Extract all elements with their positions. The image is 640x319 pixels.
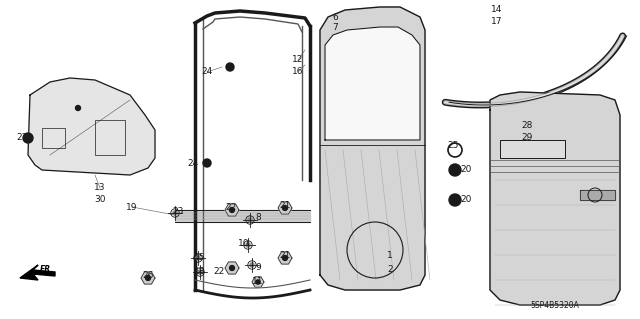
- Text: 28: 28: [522, 121, 532, 130]
- Text: 30: 30: [94, 196, 106, 204]
- Circle shape: [76, 106, 81, 110]
- Polygon shape: [490, 92, 620, 305]
- Circle shape: [282, 256, 287, 260]
- Text: 7: 7: [332, 24, 338, 33]
- Text: 20: 20: [460, 166, 472, 174]
- Circle shape: [256, 280, 260, 284]
- Circle shape: [250, 263, 254, 267]
- Circle shape: [230, 208, 234, 212]
- Polygon shape: [175, 210, 310, 222]
- Circle shape: [248, 218, 252, 222]
- Text: 1: 1: [387, 250, 393, 259]
- Text: 16: 16: [292, 68, 304, 77]
- Text: 6: 6: [332, 13, 338, 23]
- Circle shape: [449, 164, 461, 176]
- Text: 29: 29: [522, 132, 532, 142]
- Polygon shape: [141, 272, 155, 284]
- Text: 11: 11: [252, 278, 264, 286]
- Text: 20: 20: [460, 196, 472, 204]
- Polygon shape: [20, 265, 55, 280]
- Text: 10: 10: [238, 239, 250, 248]
- Polygon shape: [252, 277, 264, 287]
- Text: 14: 14: [492, 5, 502, 14]
- Text: 22: 22: [213, 268, 225, 277]
- Circle shape: [226, 63, 234, 71]
- Text: 24: 24: [188, 159, 198, 167]
- Text: 26: 26: [142, 271, 154, 280]
- Circle shape: [282, 205, 287, 211]
- Text: 24: 24: [202, 68, 212, 77]
- Text: 5SP4B5320A: 5SP4B5320A: [531, 300, 579, 309]
- Text: 19: 19: [126, 203, 138, 211]
- Text: 17: 17: [492, 18, 503, 26]
- Text: 22: 22: [225, 203, 237, 211]
- Circle shape: [173, 211, 177, 215]
- Circle shape: [203, 159, 211, 167]
- Polygon shape: [225, 262, 239, 274]
- Text: 13: 13: [94, 183, 106, 192]
- Polygon shape: [580, 190, 615, 200]
- Text: 8: 8: [255, 213, 261, 222]
- Text: 18: 18: [195, 266, 205, 276]
- Polygon shape: [225, 204, 239, 216]
- FancyBboxPatch shape: [500, 140, 565, 158]
- Polygon shape: [278, 252, 292, 264]
- Polygon shape: [325, 27, 420, 140]
- Circle shape: [23, 133, 33, 143]
- Text: 12: 12: [292, 56, 304, 64]
- Text: 23: 23: [172, 207, 184, 217]
- Circle shape: [230, 265, 234, 271]
- Circle shape: [145, 276, 150, 280]
- Text: 15: 15: [195, 254, 205, 263]
- Text: FR.: FR.: [40, 264, 54, 273]
- Circle shape: [449, 194, 461, 206]
- Polygon shape: [28, 78, 155, 175]
- Polygon shape: [320, 7, 425, 290]
- Circle shape: [246, 243, 250, 247]
- Circle shape: [198, 270, 202, 274]
- Text: 25: 25: [447, 140, 459, 150]
- Polygon shape: [278, 202, 292, 214]
- Text: 27: 27: [16, 133, 28, 143]
- Text: 21: 21: [279, 250, 291, 259]
- Text: 21: 21: [279, 201, 291, 210]
- Text: 9: 9: [255, 263, 261, 272]
- Text: 2: 2: [387, 265, 393, 275]
- Circle shape: [196, 256, 200, 260]
